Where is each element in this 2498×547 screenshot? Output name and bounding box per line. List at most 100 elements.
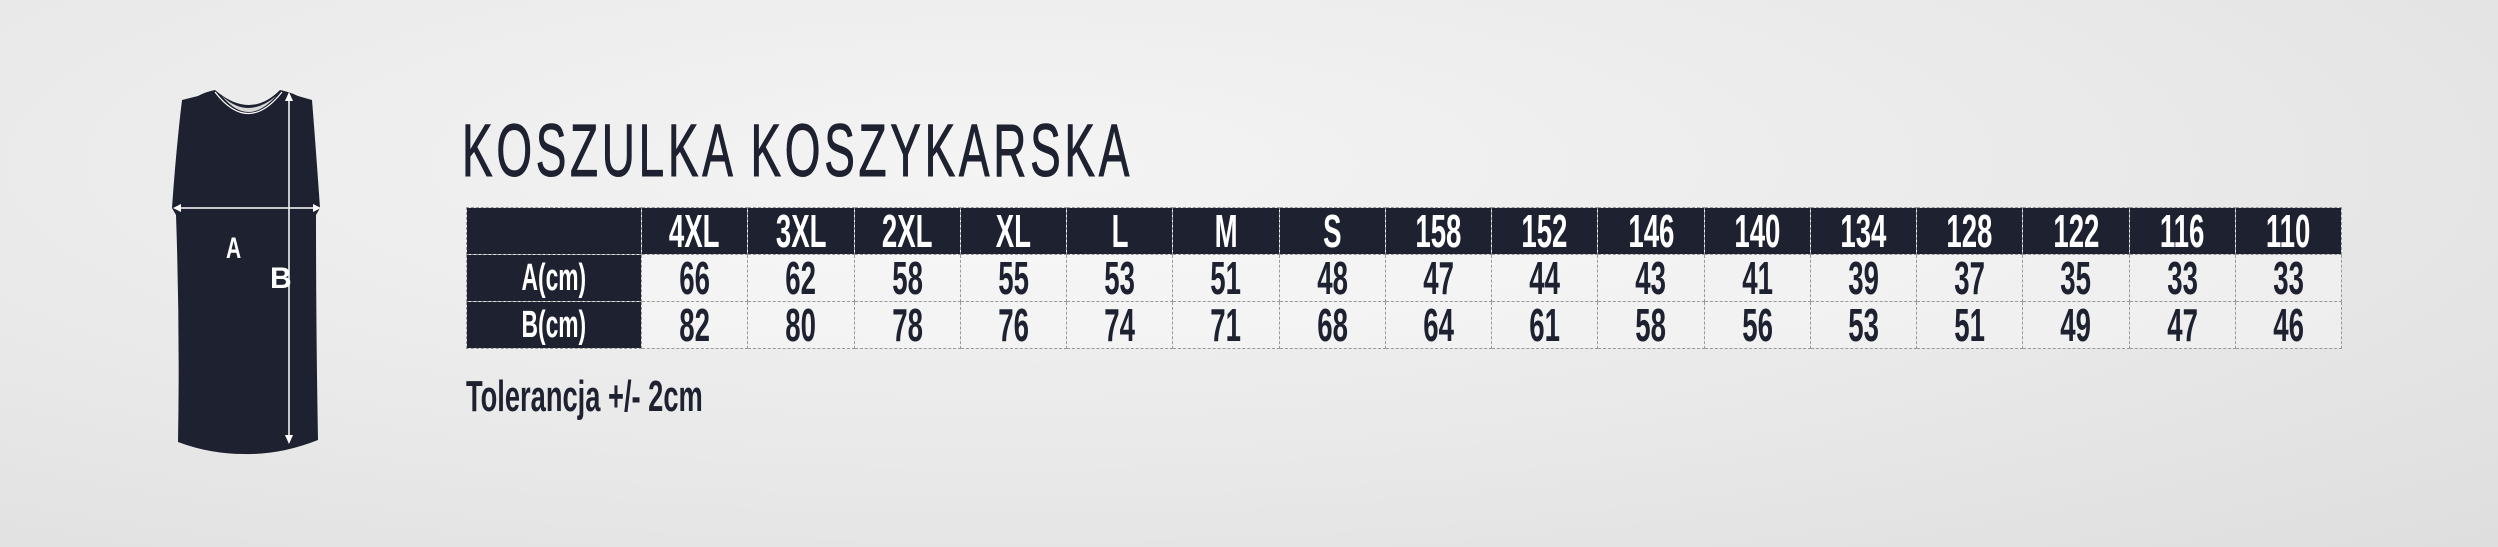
measurement-cell-text: 39 [1848, 254, 1879, 302]
size-header: 4XL [640, 207, 749, 255]
measurement-cell: 61 [1490, 301, 1599, 349]
measurement-cell: 51 [1172, 254, 1280, 302]
measurement-cell-text: 46 [2273, 301, 2304, 349]
size-header: 146 [1597, 207, 1705, 255]
size-header: 122 [2022, 207, 2130, 255]
row-label-text: A(cm) [521, 257, 587, 299]
size-header-text: 140 [1734, 207, 1781, 255]
size-header-text: S [1322, 207, 1342, 255]
size-table: 4XL 3XL 2XL XL L M S 158 152 146 140 134 128 122 116 11… [466, 207, 2343, 349]
measurement-cell: 56 [1703, 301, 1811, 349]
size-header-text: 122 [2052, 207, 2099, 255]
page-title: KOSZULKA KOSZYKARSKA [462, 109, 1134, 193]
size-header: L [1065, 207, 1174, 255]
size-header: XL [959, 207, 1068, 255]
measurement-cell-text: 51 [1210, 254, 1242, 302]
size-header: 128 [1915, 207, 2024, 255]
size-header: 140 [1703, 207, 1811, 255]
measurement-cell-text: 49 [2060, 301, 2092, 349]
measurement-cell-text: 78 [891, 301, 923, 349]
table-row: B(cm) 82 80 78 76 74 71 68 64 61 58 56 53 51 49 47 46 [466, 301, 2343, 349]
measurement-cell-text: 80 [785, 301, 817, 349]
size-header: 2XL [853, 207, 961, 255]
size-header-text: 128 [1946, 207, 1993, 255]
measurement-cell-text: 47 [1423, 254, 1454, 302]
row-label: B(cm) [466, 301, 642, 349]
measurement-cell: 46 [2234, 301, 2343, 349]
measurement-cell-text: 44 [1529, 254, 1560, 302]
size-header-text: 3XL [775, 207, 827, 255]
measurement-cell-text: 48 [1316, 254, 1348, 302]
size-header-text: XL [995, 207, 1032, 255]
label-a: A [226, 233, 241, 265]
measurement-cell-text: 58 [891, 254, 923, 302]
measurement-cell-text: 68 [1316, 301, 1348, 349]
measurement-cell: 53 [1065, 254, 1174, 302]
measurement-cell-text: 43 [1635, 254, 1667, 302]
measurement-cell-text: 76 [998, 301, 1029, 349]
measurement-cell: 47 [1384, 254, 1493, 302]
measurement-cell: 58 [1597, 301, 1705, 349]
measurement-cell-text: 64 [1423, 301, 1454, 349]
size-header: M [1172, 207, 1280, 255]
measurement-cell-text: 58 [1635, 301, 1667, 349]
measurement-cell-text: 37 [1954, 254, 1985, 302]
row-label: A(cm) [466, 254, 642, 302]
measurement-cell: 37 [1915, 254, 2024, 302]
measurement-cell: 76 [959, 301, 1068, 349]
measurement-cell: 82 [640, 301, 749, 349]
measurement-cell-text: 33 [2166, 254, 2198, 302]
size-header: S [1278, 207, 1386, 255]
size-header: 110 [2234, 207, 2343, 255]
measurement-cell: 64 [1384, 301, 1493, 349]
row-label-text: B(cm) [521, 304, 587, 346]
measurement-cell: 53 [1809, 301, 1918, 349]
measurement-cell: 44 [1490, 254, 1599, 302]
jersey-diagram: A B [172, 90, 321, 455]
size-header-text: 158 [1415, 207, 1462, 255]
measurement-cell: 66 [640, 254, 749, 302]
measurement-cell: 48 [1278, 254, 1386, 302]
size-header: 116 [2128, 207, 2236, 255]
measurement-cell-text: 53 [1848, 301, 1879, 349]
measurement-cell: 74 [1065, 301, 1174, 349]
measurement-cell: 78 [853, 301, 961, 349]
measurement-cell: 58 [853, 254, 961, 302]
measurement-cell-text: 74 [1104, 301, 1135, 349]
measurement-cell-text: 55 [998, 254, 1029, 302]
size-header: 134 [1809, 207, 1918, 255]
size-header: 152 [1490, 207, 1599, 255]
measurement-cell: 47 [2128, 301, 2236, 349]
size-header-text: 134 [1840, 207, 1887, 255]
measurement-cell-text: 33 [2273, 254, 2304, 302]
size-header-text: 4XL [669, 207, 720, 255]
measurement-cell: 62 [747, 254, 855, 302]
measurement-cell: 33 [2234, 254, 2343, 302]
size-header-text: 146 [1627, 207, 1674, 255]
measurement-cell: 68 [1278, 301, 1386, 349]
size-header-text: 152 [1521, 207, 1568, 255]
tolerance-note: Tolerancja +/- 2cm [466, 372, 703, 421]
measurement-cell-text: 56 [1741, 301, 1773, 349]
size-header-text: 110 [2266, 207, 2311, 255]
measurement-cell-text: 51 [1954, 301, 1985, 349]
measurement-cell-text: 66 [679, 254, 710, 302]
measurement-cell: 41 [1703, 254, 1811, 302]
measurement-cell-text: 82 [679, 301, 710, 349]
size-header-text: 2XL [881, 207, 933, 255]
measurement-cell-text: 53 [1104, 254, 1135, 302]
measurement-cell-text: 62 [785, 254, 817, 302]
label-b: B [270, 262, 292, 295]
measurement-cell: 49 [2022, 301, 2130, 349]
size-header-text: M [1214, 207, 1238, 255]
size-header: 3XL [747, 207, 855, 255]
measurement-cell: 55 [959, 254, 1068, 302]
measurement-cell-text: 71 [1210, 301, 1242, 349]
header-row: 4XL 3XL 2XL XL L M S 158 152 146 140 134 128 122 116 11… [466, 207, 2343, 255]
measurement-cell-text: 61 [1529, 301, 1560, 349]
measurement-cell: 35 [2022, 254, 2130, 302]
size-header-text: 116 [2159, 207, 2205, 255]
jersey-shape [172, 90, 320, 455]
measurement-cell: 39 [1809, 254, 1918, 302]
measurement-cell: 43 [1597, 254, 1705, 302]
